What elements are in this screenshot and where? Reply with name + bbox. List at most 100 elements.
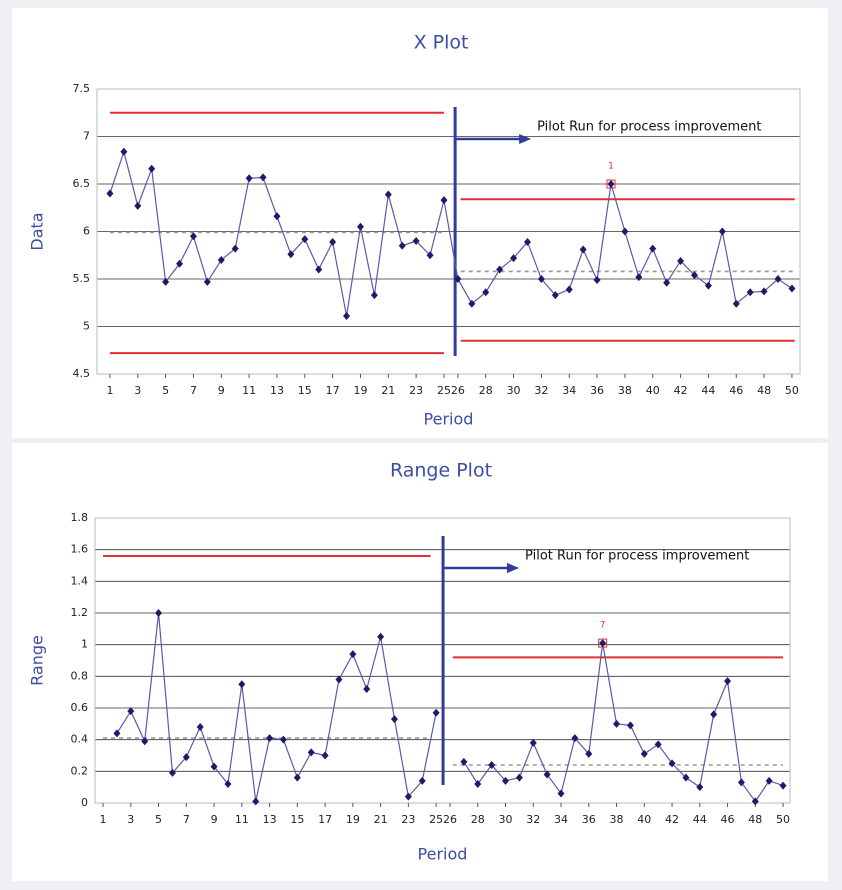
panel	[12, 8, 828, 438]
x-tick-label: 3	[127, 813, 134, 826]
x-tick-label: 28	[479, 384, 493, 397]
x-tick-label: 23	[409, 384, 423, 397]
x-tick-label: 48	[757, 384, 771, 397]
x-tick-label: 25	[429, 813, 443, 826]
data-point	[482, 288, 490, 297]
x-tick-label: 40	[637, 813, 651, 826]
data-point	[565, 285, 573, 294]
x-tick-label: 1	[106, 384, 113, 397]
data-point	[418, 776, 426, 785]
data-point	[370, 291, 378, 300]
y-tick-label: 7.5	[73, 82, 91, 95]
y-tick-label: 0.8	[71, 669, 89, 682]
data-point	[224, 780, 232, 788]
data-point	[266, 734, 274, 743]
x-tick-label: 7	[190, 384, 197, 397]
data-point	[106, 189, 114, 198]
plot-frame	[96, 88, 801, 375]
data-point	[315, 265, 323, 274]
data-point	[203, 277, 211, 286]
flag-label: 7	[600, 621, 606, 631]
data-point	[765, 776, 773, 785]
data-point	[307, 748, 315, 757]
data-point	[210, 762, 218, 771]
data-point	[377, 632, 385, 641]
x-tick-label: 5	[162, 384, 169, 397]
y-tick-label: 0.6	[71, 701, 89, 714]
data-point	[696, 783, 704, 792]
data-point	[718, 227, 726, 236]
data-point	[329, 237, 337, 246]
x-tick-label: 13	[270, 384, 284, 397]
data-point	[217, 256, 225, 264]
data-point	[732, 299, 740, 308]
x-tick-label: 46	[721, 813, 735, 826]
data-point	[585, 749, 593, 758]
data-point	[640, 749, 648, 758]
x-tick-label: 44	[701, 384, 715, 397]
x-tick-label: 21	[381, 384, 395, 397]
x-tick-label: 38	[618, 384, 632, 397]
y-axis-label: Range	[28, 635, 47, 686]
data-point	[384, 190, 392, 199]
data-point	[751, 797, 759, 806]
data-point	[788, 284, 796, 293]
x-tick-label: 34	[554, 813, 568, 826]
x-tick-label: 17	[326, 384, 340, 397]
data-point	[488, 761, 496, 769]
data-point	[148, 164, 156, 173]
data-point	[599, 639, 607, 648]
data-point	[287, 250, 295, 259]
x-tick-label: 30	[499, 813, 513, 826]
annotation: Pilot Run for process improvement	[537, 120, 761, 135]
x-tick-label: 46	[729, 384, 743, 397]
x-tick-label: 36	[590, 384, 604, 397]
flag-marker	[606, 179, 616, 189]
data-point	[710, 710, 718, 719]
y-tick-label: 0.4	[71, 733, 89, 746]
data-point	[654, 740, 662, 749]
data-point	[529, 738, 537, 747]
data-point	[279, 735, 287, 744]
data-point	[363, 685, 371, 693]
data-point	[468, 299, 476, 308]
data-point	[189, 232, 197, 241]
data-point	[252, 797, 260, 806]
x-tick-label: 19	[346, 813, 360, 826]
y-axis-label: Data	[28, 212, 47, 250]
data-point	[668, 759, 676, 768]
data-point	[649, 244, 657, 253]
x-tick-label: 9	[211, 813, 218, 826]
x-tick-label: 25	[437, 384, 451, 397]
data-point	[155, 609, 163, 617]
x-tick-label: 11	[242, 384, 256, 397]
data-point	[551, 291, 559, 300]
data-point	[779, 781, 787, 790]
x-tick-label: 34	[562, 384, 576, 397]
chart-title: Range Plot	[390, 460, 492, 482]
annotation-arrowhead	[519, 134, 532, 144]
x-tick-label: 28	[471, 813, 485, 826]
data-point	[390, 715, 398, 724]
y-tick-label: 1.6	[71, 543, 89, 556]
x-axis-label: Period	[418, 845, 468, 864]
plot-frame	[94, 517, 791, 804]
data-point	[293, 773, 301, 782]
data-point	[134, 201, 142, 210]
x-tick-label: 17	[318, 813, 332, 826]
data-point	[663, 278, 671, 287]
data-point	[120, 147, 128, 156]
data-point	[182, 753, 190, 762]
data-point	[626, 721, 634, 730]
data-point	[621, 227, 629, 236]
panel	[12, 443, 828, 881]
data-point	[571, 734, 579, 743]
y-tick-label: 1.4	[71, 574, 89, 587]
data-point	[737, 778, 745, 787]
data-point	[440, 196, 448, 205]
y-tick-label: 6	[83, 225, 90, 238]
data-point	[496, 265, 504, 274]
x-tick-label: 30	[507, 384, 521, 397]
y-tick-label: 5	[83, 320, 90, 333]
data-point	[113, 729, 121, 738]
